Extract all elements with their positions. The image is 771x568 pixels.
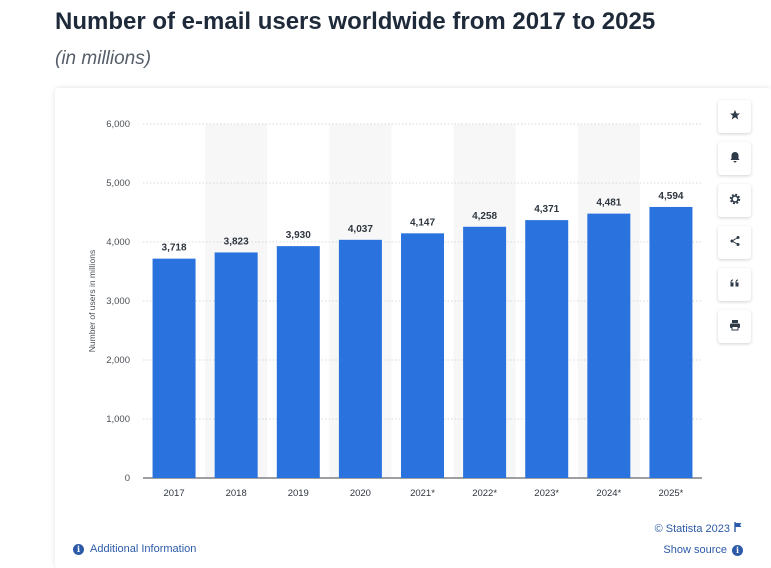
chart-toolbar (718, 100, 752, 352)
data-label: 4,481 (596, 198, 621, 209)
data-label: 4,037 (348, 224, 373, 235)
bar (276, 246, 320, 478)
bar-chart: 0 1,000 2,000 3,000 4,000 5,000 6,000 Number of… (87, 119, 702, 499)
credit-text: © Statista 2023 (654, 522, 730, 535)
bell-icon (729, 150, 741, 168)
y-tick-label: 2,000 (106, 355, 130, 366)
star-icon (729, 108, 741, 126)
notification-button[interactable] (718, 142, 751, 175)
bar (649, 206, 693, 478)
share-icon (729, 234, 741, 252)
y-tick-label: 0 (125, 473, 130, 484)
x-tick-label: 2024* (596, 488, 621, 499)
x-tick-label: 2018 (226, 488, 247, 499)
bar (401, 233, 444, 478)
y-tick-label: 3,000 (106, 296, 130, 307)
bar (214, 252, 258, 478)
settings-button[interactable] (718, 184, 751, 217)
bar (152, 258, 196, 478)
quote-icon (729, 276, 741, 294)
info-icon: i (732, 544, 743, 556)
additional-information-link[interactable]: i Additional Information (73, 543, 196, 555)
data-label: 4,371 (534, 204, 559, 215)
page-subtitle: (in millions) (55, 48, 152, 69)
data-label: 3,823 (224, 236, 249, 247)
y-tick-label: 1,000 (106, 414, 130, 425)
y-tick-label: 5,000 (106, 178, 130, 189)
flag-icon (734, 522, 743, 535)
show-source-label: Show source (663, 544, 727, 556)
gear-icon (729, 192, 741, 210)
x-tick-label: 2025* (659, 488, 684, 499)
data-label: 4,147 (410, 217, 435, 228)
show-source-link[interactable]: Show source i (663, 544, 743, 556)
x-tick-label: 2020 (350, 488, 371, 499)
x-tick-label: 2023* (534, 488, 559, 499)
x-tick-label: 2019 (288, 488, 309, 499)
x-tick-label: 2021* (410, 488, 435, 499)
bar (525, 220, 569, 478)
additional-information-label: Additional Information (90, 543, 197, 555)
chart-card: 0 1,000 2,000 3,000 4,000 5,000 6,000 Number of… (55, 88, 771, 568)
data-label: 3,930 (286, 230, 311, 241)
bar (463, 226, 507, 478)
print-icon (729, 318, 741, 336)
bar (338, 239, 382, 478)
data-label: 4,258 (472, 211, 497, 222)
print-button[interactable] (718, 310, 751, 343)
statista-credit[interactable]: © Statista 2023 (655, 522, 743, 535)
y-tick-label: 4,000 (106, 237, 130, 248)
page-title: Number of e-mail users worldwide from 20… (55, 8, 656, 35)
x-tick-label: 2022* (472, 488, 497, 499)
x-tick-label: 2017 (163, 488, 184, 499)
share-button[interactable] (718, 226, 751, 259)
data-label: 3,718 (162, 243, 187, 254)
cite-button[interactable] (718, 268, 751, 301)
data-label: 4,594 (658, 191, 683, 202)
info-icon: i (73, 543, 84, 555)
bar (587, 213, 631, 478)
favorite-button[interactable] (718, 100, 751, 133)
y-axis-label: Number of users in millions (87, 250, 97, 353)
y-tick-label: 6,000 (106, 119, 130, 130)
